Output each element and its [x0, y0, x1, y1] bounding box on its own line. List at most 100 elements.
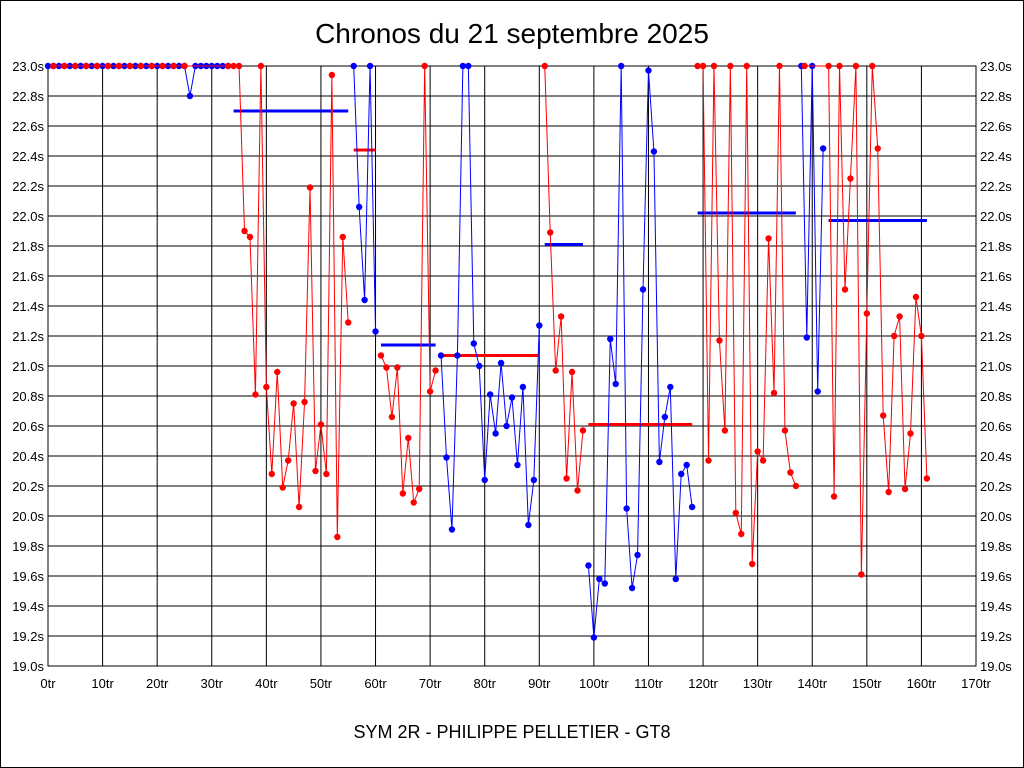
series-line [53, 65, 349, 538]
data-point [486, 391, 494, 398]
series-line [544, 65, 584, 491]
y-tick-label-right: 22.4s [980, 149, 1012, 164]
data-point [421, 62, 428, 70]
data-point [443, 454, 450, 461]
series-line [587, 65, 693, 638]
data-point [628, 584, 636, 592]
data-point [481, 476, 488, 484]
data-point [241, 227, 248, 235]
data-point [126, 62, 134, 70]
series-3 [377, 62, 439, 506]
y-tick-label-right: 22.0s [980, 209, 1012, 224]
data-point [519, 383, 527, 391]
y-tick-label-left: 20.6s [12, 419, 44, 434]
y-tick-label-right: 21.4s [980, 299, 1012, 314]
series-5 [541, 62, 587, 494]
data-point [885, 488, 892, 496]
data-point [361, 296, 368, 304]
y-tick-label-right: 22.2s [980, 179, 1012, 194]
x-tick-label: 90tr [528, 676, 551, 691]
data-point [263, 383, 270, 391]
data-point [863, 310, 871, 317]
data-point [470, 340, 477, 347]
data-point [290, 400, 297, 407]
data-point [503, 422, 510, 430]
data-point [432, 367, 439, 374]
y-tick-label-right: 19.8s [980, 539, 1012, 554]
data-point [50, 62, 57, 70]
series-line [440, 65, 540, 530]
data-point [727, 62, 734, 70]
data-point [787, 469, 794, 476]
data-point [410, 499, 417, 506]
data-point [399, 490, 407, 497]
y-tick-label-right: 23.0s [980, 59, 1012, 74]
data-point [541, 62, 548, 70]
data-point [388, 413, 396, 421]
y-tick-label-left: 20.4s [12, 449, 44, 464]
x-tick-label: 160tr [907, 676, 937, 691]
data-point [634, 551, 641, 559]
data-point [732, 509, 740, 517]
data-point [44, 62, 52, 70]
data-point [672, 575, 679, 583]
y-tick-labels: 19.0s 19.0s 19.2s 19.2s 19.4s 19.4s 19.6s 19.6s… [12, 59, 1012, 674]
x-tick-label: 40tr [255, 676, 278, 691]
data-point [574, 487, 581, 494]
y-tick-label-left: 20.8s [12, 389, 44, 404]
data-point [661, 413, 669, 421]
y-tick-label-left: 22.2s [12, 179, 44, 194]
data-point [896, 313, 903, 320]
data-point [801, 62, 808, 70]
data-point [547, 229, 554, 236]
series-4 [437, 62, 543, 533]
data-point [448, 526, 456, 533]
data-point [159, 62, 166, 70]
data-point [683, 461, 690, 469]
data-point [880, 412, 887, 419]
x-tick-label: 70tr [419, 676, 442, 691]
series-2 [350, 62, 379, 335]
y-tick-label-right: 20.2s [980, 479, 1012, 494]
series-line [804, 65, 928, 575]
x-tick-label: 50tr [310, 676, 333, 691]
data-point [776, 62, 783, 70]
y-tick-label-right: 21.2s [980, 329, 1012, 344]
data-point [306, 184, 314, 191]
data-point [557, 313, 565, 320]
data-point [738, 530, 745, 538]
data-point [328, 71, 336, 79]
x-tick-label: 30tr [201, 676, 224, 691]
data-point [525, 521, 532, 529]
series-7 [694, 62, 800, 568]
grid [47, 65, 977, 667]
data-point [781, 427, 789, 434]
y-tick-label-right: 20.8s [980, 389, 1012, 404]
series-line [353, 65, 377, 332]
y-tick-label-left: 22.6s [12, 119, 44, 134]
data-point [710, 62, 718, 70]
data-point [759, 457, 767, 464]
y-tick-label-left: 19.2s [12, 629, 44, 644]
data-point [656, 458, 663, 466]
data-point [530, 476, 538, 484]
data-point [246, 233, 254, 241]
data-point [301, 398, 308, 406]
series-line [697, 65, 797, 565]
data-point [645, 67, 652, 74]
x-tick-label: 80tr [474, 676, 497, 691]
y-tick-label-left: 22.0s [12, 209, 44, 224]
data-point [137, 62, 144, 70]
data-point [694, 62, 701, 70]
data-point [748, 560, 756, 568]
data-point [890, 332, 898, 340]
data-point [699, 62, 707, 70]
data-point [377, 352, 385, 359]
y-tick-label-right: 21.8s [980, 239, 1012, 254]
data-point [678, 470, 685, 478]
data-point [874, 145, 881, 152]
data-point [612, 380, 619, 388]
data-point [394, 364, 401, 371]
data-point [148, 62, 155, 70]
